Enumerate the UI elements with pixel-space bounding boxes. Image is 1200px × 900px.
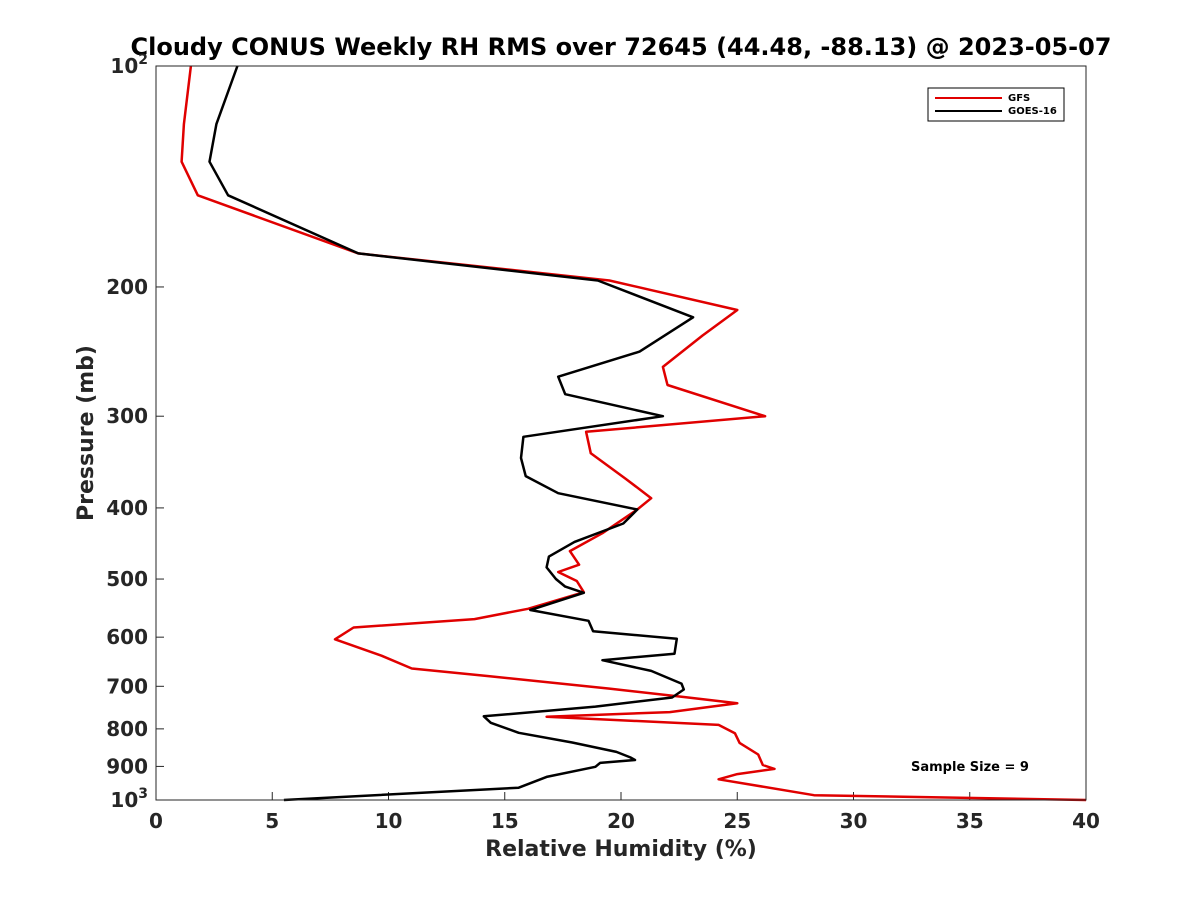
y-tick-label: 600 — [106, 625, 148, 649]
x-tick-label: 15 — [491, 809, 519, 833]
x-tick-label: 0 — [149, 809, 163, 833]
y-tick-label-base: 700 — [106, 674, 148, 698]
y-tick-label-exponent: 3 — [138, 786, 148, 802]
y-tick-label-base: 10 — [110, 54, 138, 78]
legend-label-gfs: GFS — [1008, 93, 1030, 104]
y-tick-label: 102 — [110, 52, 148, 78]
y-tick-label: 500 — [106, 567, 148, 591]
chart-title: Cloudy CONUS Weekly RH RMS over 72645 (4… — [131, 33, 1112, 61]
x-tick-label: 30 — [840, 809, 868, 833]
y-tick-label-base: 800 — [106, 717, 148, 741]
y-tick-label-base: 300 — [106, 404, 148, 428]
y-tick-label-base: 500 — [106, 567, 148, 591]
y-tick-label-base: 600 — [106, 625, 148, 649]
y-tick-label-exponent: 2 — [138, 52, 148, 68]
x-axis-label: Relative Humidity (%) — [485, 837, 757, 862]
series-line-goes-16 — [208, 65, 695, 802]
y-tick-label: 900 — [106, 754, 148, 778]
sample-size-annotation: Sample Size = 9 — [911, 760, 1029, 775]
y-tick-label: 200 — [106, 275, 148, 299]
y-tick-label-base: 200 — [106, 275, 148, 299]
y-tick-label: 103 — [110, 786, 148, 812]
y-tick-label: 700 — [106, 674, 148, 698]
axis-ticks: 0 5 10 15 20 25 30 35 40102200300400500600700800… — [106, 52, 1100, 833]
axes-box — [155, 65, 1087, 801]
y-tick-label-base: 900 — [106, 754, 148, 778]
y-tick-label-base: 10 — [110, 788, 138, 812]
legend-label-goes16: GOES-16 — [1008, 106, 1057, 117]
y-axis-label: Pressure (mb) — [74, 345, 99, 521]
legend-box — [927, 87, 1065, 122]
y-tick-label: 300 — [106, 404, 148, 428]
x-tick-label: 40 — [1072, 809, 1100, 833]
x-tick-label: 25 — [723, 809, 751, 833]
x-tick-label: 5 — [265, 809, 279, 833]
x-tick-label: 20 — [607, 809, 635, 833]
y-tick-label-base: 400 — [106, 496, 148, 520]
x-tick-label: 10 — [375, 809, 403, 833]
y-tick-label: 400 — [106, 496, 148, 520]
y-tick-label: 800 — [106, 717, 148, 741]
legend: GFS GOES-16 — [927, 87, 1065, 122]
x-tick-label: 35 — [956, 809, 984, 833]
data-series — [180, 65, 1087, 802]
